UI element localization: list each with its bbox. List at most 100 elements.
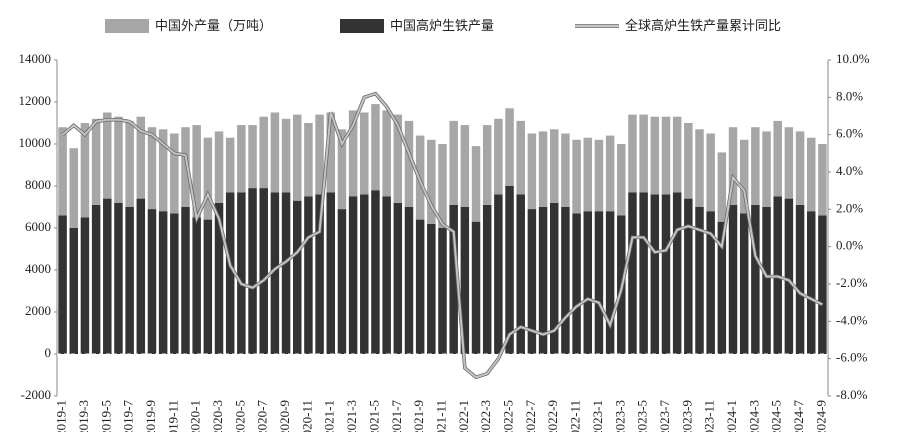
bar xyxy=(259,188,268,354)
y-tick-label: 0 xyxy=(45,345,52,360)
bar xyxy=(751,204,760,354)
x-tick-label: 2023-3 xyxy=(612,400,627,432)
x-tick-label: 2024-7 xyxy=(791,400,806,432)
bar xyxy=(315,114,324,195)
bar xyxy=(371,190,380,354)
bar xyxy=(91,204,101,354)
x-tick-label: 2019-3 xyxy=(76,400,91,432)
bar xyxy=(69,228,79,354)
bar xyxy=(103,112,112,199)
y-tick-label: -2000 xyxy=(21,387,51,402)
bar xyxy=(114,202,123,354)
x-tick-label: 2021-5 xyxy=(366,400,381,432)
bar xyxy=(80,123,90,218)
bar xyxy=(248,188,257,354)
legend-label: 中国外产量（万吨） xyxy=(155,18,272,33)
bar xyxy=(482,204,492,354)
y-tick-label: 14000 xyxy=(19,51,52,66)
bar xyxy=(125,120,134,207)
bar xyxy=(762,207,771,354)
bar xyxy=(561,207,570,354)
bar xyxy=(326,192,336,354)
x-tick-label: 2024-3 xyxy=(746,400,761,432)
bar xyxy=(136,116,146,199)
bar xyxy=(393,114,403,203)
y2-tick-label: -8.0% xyxy=(836,387,868,402)
bar xyxy=(114,116,123,203)
bar xyxy=(572,213,581,354)
bar xyxy=(404,207,414,354)
bar xyxy=(818,215,827,354)
bar xyxy=(818,144,827,216)
line xyxy=(61,92,823,379)
bar xyxy=(661,116,671,195)
y2-tick-label: -6.0% xyxy=(836,350,868,365)
x-tick-label: 2019-9 xyxy=(143,400,158,432)
bar xyxy=(158,211,168,354)
x-tick-label: 2023-1 xyxy=(590,400,605,432)
bar xyxy=(181,127,190,207)
bar xyxy=(237,192,246,354)
bar xyxy=(438,228,447,354)
x-tick-label: 2019-11 xyxy=(165,400,180,432)
x-tick-label: 2023-7 xyxy=(657,400,672,432)
bar xyxy=(806,211,816,354)
bar xyxy=(382,110,391,197)
x-tick-label: 2020-1 xyxy=(188,400,203,432)
bar xyxy=(650,194,660,354)
bar xyxy=(292,200,302,354)
y2-tick-label: 0.0% xyxy=(836,238,863,253)
bar xyxy=(315,194,324,354)
bar xyxy=(505,108,514,186)
x-tick-label: 2021-9 xyxy=(411,400,426,432)
bar xyxy=(91,118,101,205)
bar xyxy=(482,125,492,205)
bar xyxy=(360,194,369,354)
x-tick-label: 2022-3 xyxy=(478,400,493,432)
bar xyxy=(292,114,302,201)
bar xyxy=(695,129,704,207)
bar xyxy=(427,223,436,354)
bar xyxy=(237,125,246,193)
bar xyxy=(583,211,593,354)
y2-tick-label: 10.0% xyxy=(836,51,870,66)
legend-swatch xyxy=(105,19,149,33)
bar xyxy=(337,129,347,210)
bar xyxy=(561,133,570,207)
bar xyxy=(393,202,403,354)
x-tick-label: 2021-7 xyxy=(389,400,404,432)
x-tick-label: 2024-1 xyxy=(724,400,739,432)
bar xyxy=(538,131,548,207)
y2-tick-label: 2.0% xyxy=(836,200,863,215)
bar xyxy=(594,211,604,354)
x-tick-label: 2024-5 xyxy=(769,400,784,432)
bar xyxy=(270,192,280,354)
bar xyxy=(147,127,157,210)
bar xyxy=(639,192,648,354)
bar xyxy=(326,112,336,193)
bar xyxy=(248,125,257,189)
y-tick-label: 10000 xyxy=(19,135,52,150)
bar xyxy=(460,207,470,354)
x-tick-label: 2024-9 xyxy=(813,400,828,432)
bar xyxy=(728,204,738,354)
bar xyxy=(427,139,436,224)
y2-tick-label: 6.0% xyxy=(836,126,863,141)
bar xyxy=(806,137,816,212)
bar xyxy=(717,152,727,222)
bar xyxy=(795,131,805,205)
bar xyxy=(337,209,347,354)
bar xyxy=(684,198,693,354)
bar xyxy=(382,196,391,354)
bar xyxy=(147,209,157,354)
bar xyxy=(527,133,537,210)
y2-tick-label: 8.0% xyxy=(836,88,863,103)
bar xyxy=(706,211,715,354)
bar xyxy=(717,221,727,354)
bar xyxy=(695,207,704,354)
bar xyxy=(538,207,548,354)
bar xyxy=(505,186,514,354)
x-tick-label: 2021-1 xyxy=(322,400,337,432)
x-tick-label: 2020-7 xyxy=(255,400,270,432)
